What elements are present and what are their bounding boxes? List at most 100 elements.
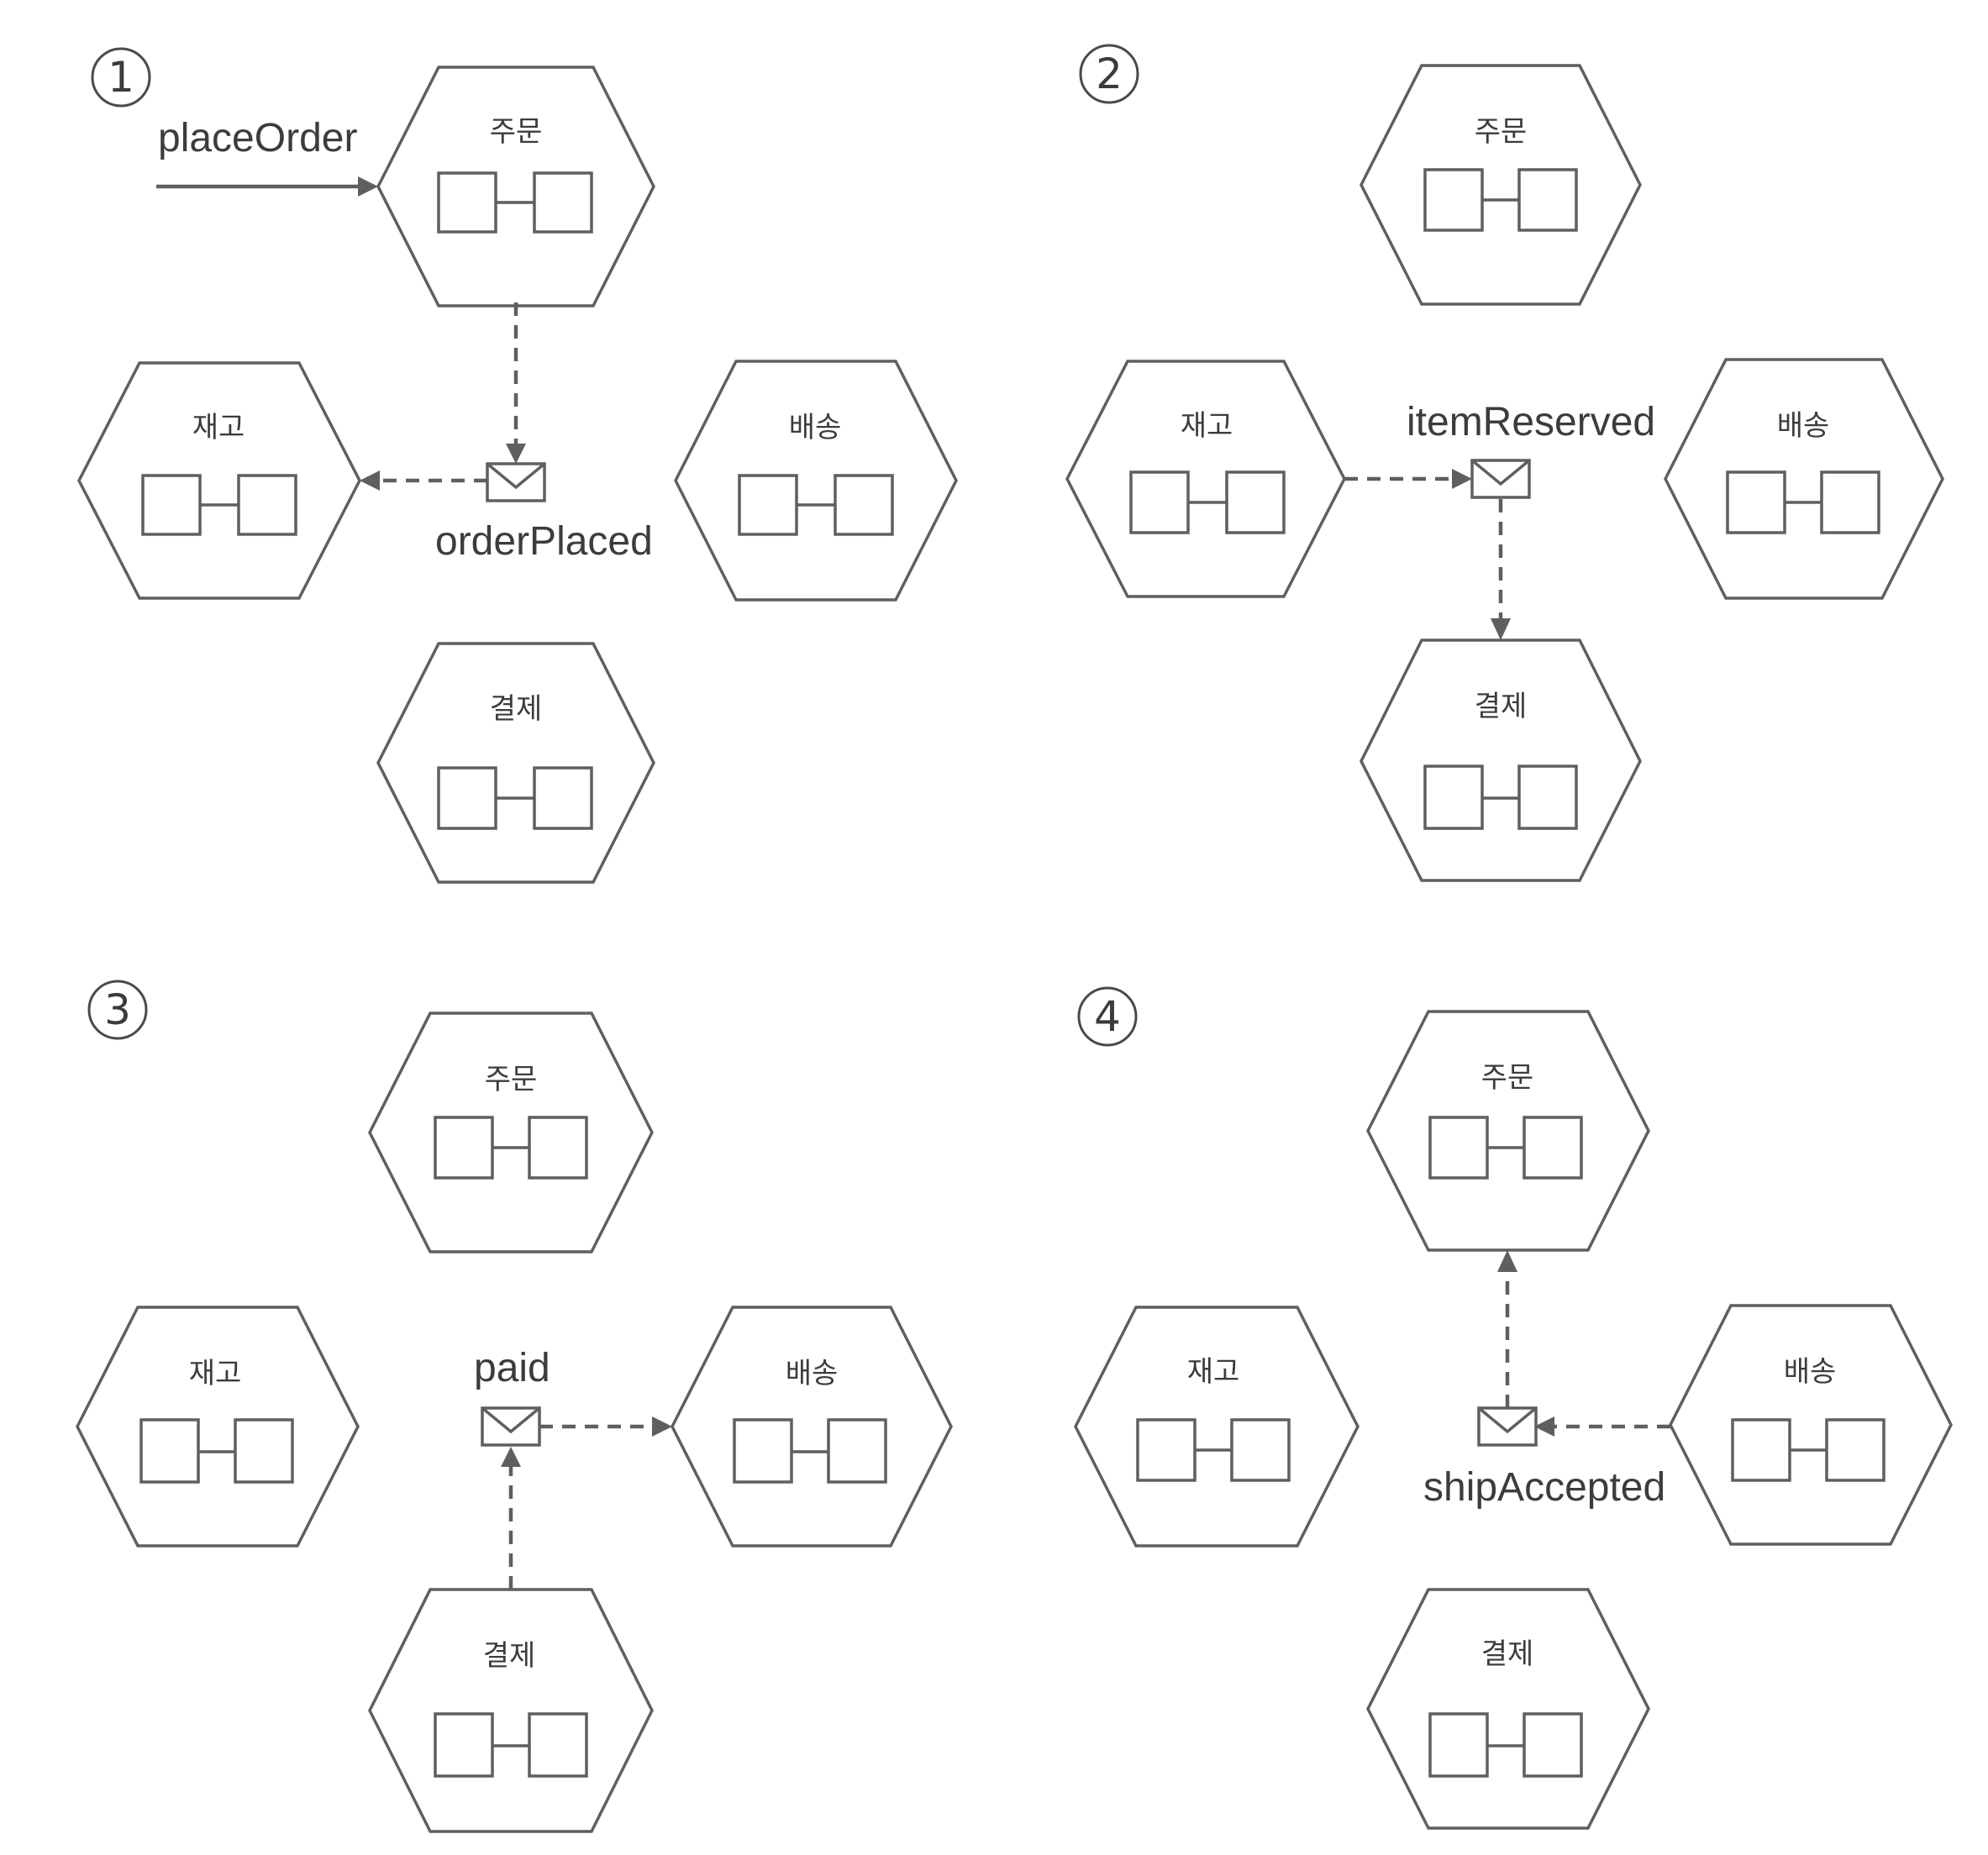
service-label: 배송 bbox=[1777, 409, 1830, 443]
service-order: 주문 bbox=[1360, 64, 1642, 306]
component-box bbox=[1428, 1712, 1489, 1778]
service-label: 결제 bbox=[1481, 1637, 1534, 1671]
hexagon bbox=[1366, 1010, 1650, 1252]
arrow-head bbox=[1497, 1250, 1517, 1272]
service-label: 주문 bbox=[1481, 1061, 1534, 1095]
component-box bbox=[528, 1712, 588, 1778]
event-flow-paid bbox=[501, 1416, 672, 1590]
arrow-head bbox=[358, 176, 378, 197]
component-box bbox=[1428, 1116, 1489, 1180]
event-label: paid bbox=[474, 1346, 550, 1390]
service-label: 배송 bbox=[1784, 1355, 1837, 1389]
service-shipping: 배송 bbox=[674, 360, 958, 602]
panel-step-3: 3 주문 재고 배송 결제 bbox=[76, 980, 953, 1833]
service-label: 배송 bbox=[786, 1357, 839, 1390]
service-inventory: 재고 bbox=[77, 361, 361, 600]
envelope-icon bbox=[1477, 1406, 1538, 1447]
component-box bbox=[141, 474, 202, 536]
service-order: 주문 bbox=[376, 66, 655, 307]
arrow-head bbox=[1452, 469, 1472, 489]
component-box bbox=[1136, 1418, 1196, 1482]
component-box bbox=[434, 1116, 494, 1180]
step-circle bbox=[1077, 986, 1138, 1047]
component-box bbox=[533, 171, 593, 234]
component-box bbox=[139, 1418, 200, 1484]
step-badge-1: 1 bbox=[91, 47, 151, 108]
service-inventory: 재고 bbox=[1065, 360, 1346, 598]
step-circle bbox=[91, 47, 151, 108]
component-box bbox=[834, 474, 894, 536]
event-label: shipAccepted bbox=[1423, 1465, 1665, 1510]
event-flow-order-placed bbox=[360, 302, 526, 491]
service-label: 주문 bbox=[1475, 115, 1528, 149]
component-box bbox=[733, 1418, 793, 1484]
component-box bbox=[1423, 168, 1484, 232]
service-shipping: 배송 bbox=[1664, 358, 1944, 600]
service-label: 재고 bbox=[1187, 1355, 1240, 1389]
component-box bbox=[1129, 470, 1190, 534]
service-order: 주문 bbox=[368, 1012, 654, 1253]
hexagon bbox=[1065, 360, 1346, 598]
component-box bbox=[1517, 765, 1578, 830]
component-box bbox=[1825, 1418, 1885, 1482]
arrow-head bbox=[501, 1447, 521, 1467]
envelope-icon bbox=[486, 462, 546, 502]
step-number: 3 bbox=[104, 985, 131, 1034]
arrow-head bbox=[1491, 618, 1511, 640]
service-payment: 결제 bbox=[1366, 1588, 1650, 1830]
command-arrow-placeorder bbox=[156, 176, 378, 197]
envelope-icon bbox=[1470, 459, 1531, 499]
service-inventory: 재고 bbox=[76, 1306, 360, 1548]
service-label: 배송 bbox=[789, 411, 842, 444]
event-label: itemReserved bbox=[1407, 400, 1655, 444]
service-payment: 결제 bbox=[368, 1588, 654, 1833]
hexagon bbox=[1360, 64, 1642, 306]
hexagon bbox=[76, 1306, 360, 1548]
component-box bbox=[1230, 1418, 1291, 1482]
component-box bbox=[1523, 1712, 1583, 1778]
event-label: orderPlaced bbox=[435, 519, 653, 564]
step-number: 2 bbox=[1096, 50, 1123, 98]
component-box bbox=[437, 766, 497, 830]
event-flow-item-reserved bbox=[1344, 469, 1511, 640]
component-box bbox=[1523, 1116, 1583, 1180]
hexagon bbox=[77, 361, 361, 600]
step-badge-3: 3 bbox=[87, 980, 148, 1040]
component-box bbox=[738, 474, 798, 536]
component-box bbox=[528, 1116, 588, 1180]
component-box bbox=[1820, 470, 1880, 534]
component-box bbox=[234, 1418, 294, 1484]
hexagon bbox=[376, 66, 655, 307]
hexagon bbox=[1366, 1588, 1650, 1830]
service-order: 주문 bbox=[1366, 1010, 1650, 1252]
step-number: 1 bbox=[108, 53, 134, 102]
service-payment: 결제 bbox=[1360, 638, 1642, 882]
component-box bbox=[237, 474, 297, 536]
service-label: 재고 bbox=[192, 411, 245, 444]
step-badge-2: 2 bbox=[1079, 44, 1139, 104]
service-label: 재고 bbox=[189, 1357, 242, 1390]
service-label: 결제 bbox=[483, 1639, 536, 1673]
service-payment: 결제 bbox=[376, 642, 655, 884]
component-box bbox=[1726, 470, 1786, 534]
hexagon bbox=[1360, 638, 1642, 882]
hexagon bbox=[1074, 1306, 1360, 1548]
hexagon bbox=[674, 360, 958, 602]
hexagon bbox=[671, 1306, 953, 1548]
component-box bbox=[434, 1712, 494, 1778]
component-box bbox=[1731, 1418, 1791, 1482]
panel-step-1: 1 주문 재고 배송 결제 bbox=[77, 47, 958, 884]
service-label: 결제 bbox=[1475, 690, 1528, 723]
step-badge-4: 4 bbox=[1077, 986, 1138, 1047]
step-circle bbox=[87, 980, 148, 1040]
arrow-head bbox=[652, 1416, 672, 1437]
hexagon bbox=[1664, 358, 1944, 600]
hexagon bbox=[376, 642, 655, 884]
service-label: 재고 bbox=[1181, 409, 1233, 443]
component-box bbox=[1423, 765, 1484, 830]
arrow-head bbox=[506, 444, 526, 464]
panel-step-4: 4 주문 재고 배송 결제 bbox=[1074, 986, 1953, 1830]
arrow-head bbox=[1534, 1416, 1554, 1437]
component-box bbox=[1225, 470, 1286, 534]
